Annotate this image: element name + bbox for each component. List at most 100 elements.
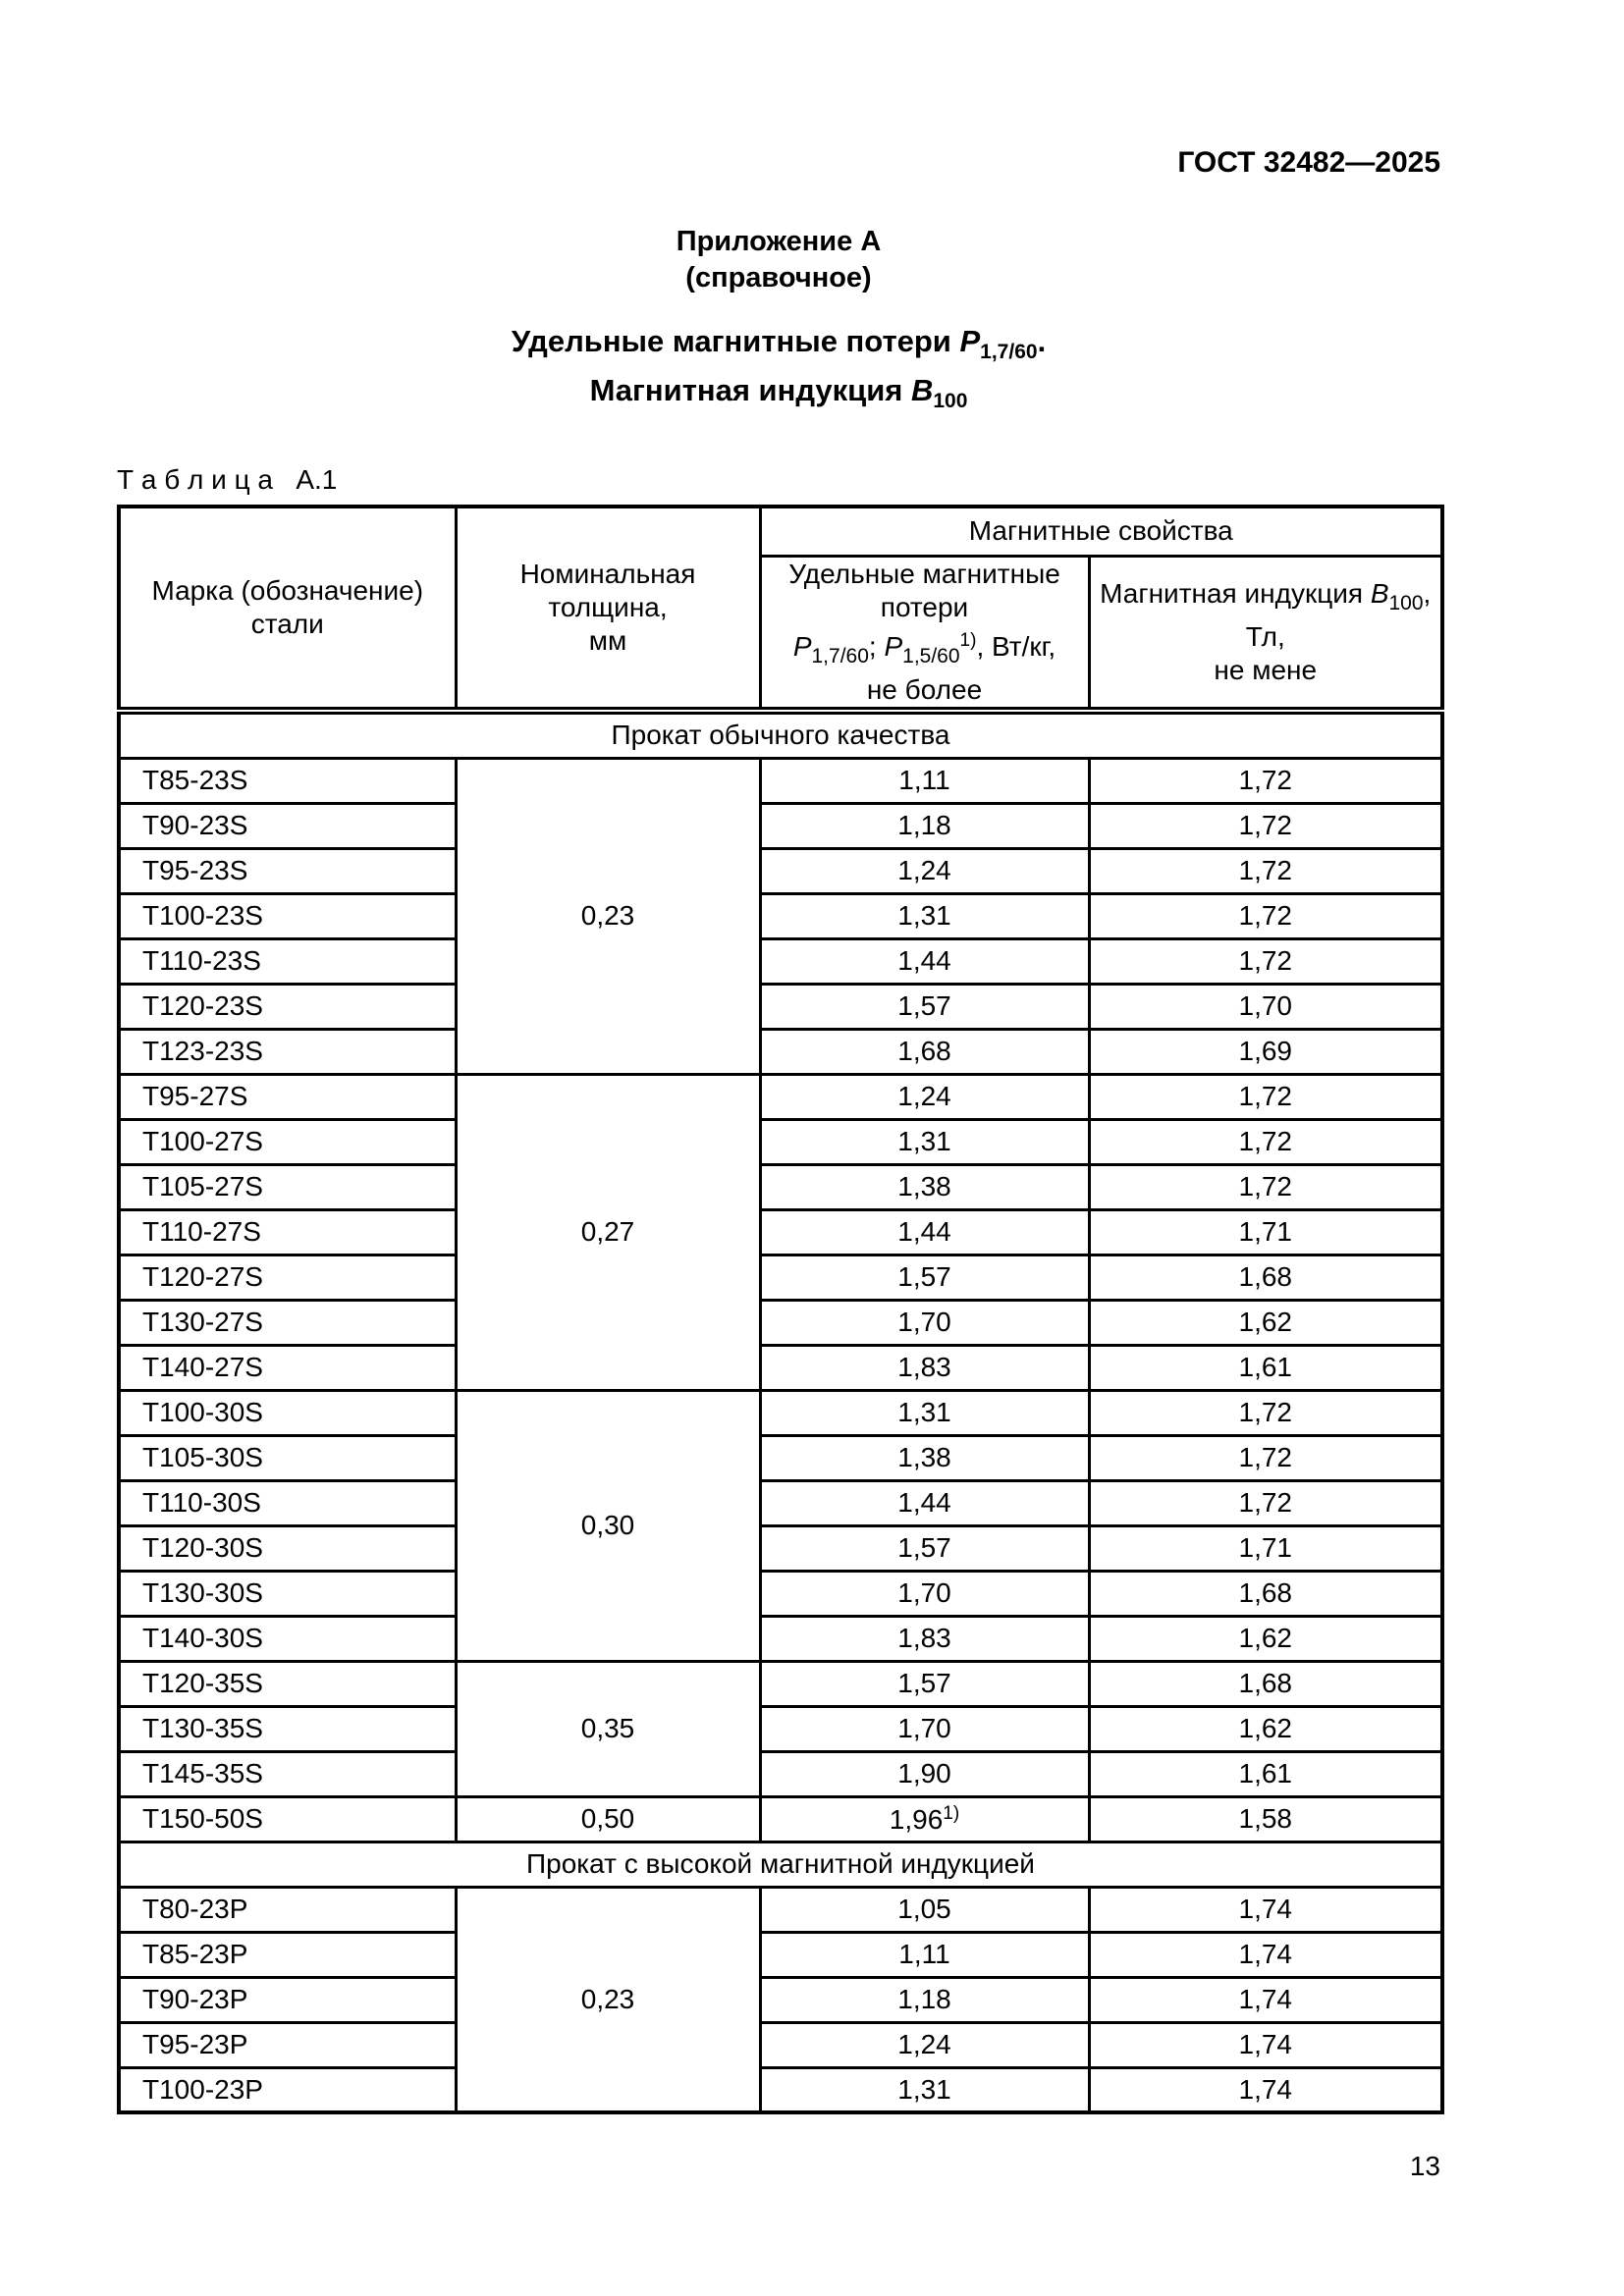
losses-p1-subscript: 1,7/60	[811, 644, 869, 667]
b100-cell: 1,74	[1087, 1930, 1444, 1979]
table-row: Т110-30S 1,44 1,72	[117, 1478, 1444, 1527]
loss-cell: 1,31	[758, 1388, 1091, 1437]
loss-cell: 1,31	[758, 1117, 1091, 1166]
b100-cell: 1,74	[1087, 2065, 1444, 2114]
loss-cell: 1,90	[758, 1749, 1091, 1798]
table-row: Т110-27S 1,44 1,71	[117, 1207, 1444, 1256]
b100-cell: 1,72	[1087, 1072, 1444, 1121]
b100-cell: 1,74	[1087, 2020, 1444, 2069]
losses-p1-symbol: P	[792, 630, 812, 662]
col-header-induction: Магнитная индукция B100, Тл, не мене	[1087, 554, 1444, 715]
loss-cell: 1,24	[758, 846, 1091, 895]
b100-cell: 1,70	[1087, 982, 1444, 1031]
table-row: Т120-35S 0,35 1,57 1,68	[117, 1659, 1444, 1798]
table-row: Т145-35S 1,90 1,61	[117, 1749, 1444, 1798]
loss-cell: 1,83	[758, 1614, 1091, 1663]
b100-cell: 1,62	[1087, 1614, 1444, 1663]
b100-cell: 1,71	[1087, 1523, 1444, 1573]
thickness-cell: 0,30	[454, 1388, 762, 1663]
col-header-grade: Марка (обозначение) стали	[117, 505, 458, 715]
b100-cell: 1,68	[1087, 1569, 1444, 1618]
grade-cell: Т100-23S	[117, 891, 458, 940]
table-row: Т80-23Р 0,23 1,05 1,74	[117, 1885, 1444, 2114]
b100-cell: 1,69	[1087, 1027, 1444, 1076]
loss-cell: 1,70	[758, 1298, 1091, 1347]
col-header-thickness: Номинальная толщина, мм	[454, 505, 762, 715]
section-header-row: Прокат с высокой магнитной индукцией	[117, 1840, 1444, 1889]
loss-cell: 1,44	[758, 1207, 1091, 1256]
grade-cell: Т130-35S	[117, 1704, 458, 1753]
b100-cell: 1,72	[1087, 846, 1444, 895]
thickness-cell: 0,27	[454, 1072, 762, 1392]
loss-cell: 1,57	[758, 982, 1091, 1031]
title-line-1: Удельные магнитные потери P1,7/60.	[117, 322, 1440, 371]
table-row: Т95-23S 1,24 1,72	[117, 846, 1444, 895]
loss-cell: 1,57	[758, 1523, 1091, 1573]
table-row: Т110-23S 1,44 1,72	[117, 936, 1444, 986]
b100-cell: 1,68	[1087, 1659, 1444, 1708]
losses-p2-symbol: P	[884, 630, 903, 662]
loss-cell: 1,11	[758, 1930, 1091, 1979]
table-caption: Т а б л и ц а А.1	[117, 464, 338, 495]
b100-cell: 1,58	[1087, 1794, 1444, 1843]
table-row: Т85-23S 0,23 1,11 1,72	[117, 756, 1444, 1076]
grade-cell: Т100-23Р	[117, 2065, 458, 2114]
title-line1-period: .	[1037, 324, 1047, 358]
loss-cell: 1,70	[758, 1569, 1091, 1618]
thickness-header-line1: Номинальная толщина,	[519, 558, 696, 622]
col-header-losses: Удельные магнитные потери P1,7/60; P1,5/…	[758, 554, 1091, 715]
table-row: Т90-23S 1,18 1,72	[117, 801, 1444, 850]
table-row: Т95-23Р 1,24 1,74	[117, 2020, 1444, 2069]
section-title: Прокат обычного качества	[117, 709, 1444, 760]
loss-cell: 1,70	[758, 1704, 1091, 1753]
loss-cell: 1,05	[758, 1885, 1091, 1934]
b100-cell: 1,72	[1087, 1433, 1444, 1482]
header-row-sub: Удельные магнитные потери P1,7/60; P1,5/…	[119, 554, 1444, 715]
table-row: Т100-30S 0,30 1,31 1,72	[117, 1388, 1444, 1663]
col-header-magnetic-properties: Магнитные свойства	[758, 505, 1444, 558]
grade-cell: Т110-27S	[117, 1207, 458, 1256]
table-body: Прокат обычного качества Т85-23S 0,23 1,11 1…	[117, 709, 1444, 2114]
losses-header-line2: P1,7/60; P1,5/601), Вт/кг,	[763, 624, 1086, 673]
table-row: Т100-23Р 1,31 1,74	[117, 2065, 1444, 2114]
b100-cell: 1,62	[1087, 1704, 1444, 1753]
losses-units: , Вт/кг,	[976, 630, 1056, 662]
b100-cell: 1,61	[1087, 1749, 1444, 1798]
table-row: Т100-27S 1,31 1,72	[117, 1117, 1444, 1166]
table-row: Т130-27S 1,70 1,62	[117, 1298, 1444, 1347]
thickness-cell: 0,50	[454, 1794, 762, 1843]
grade-cell: Т130-27S	[117, 1298, 458, 1347]
loss-cell: 1,44	[758, 1478, 1091, 1527]
grade-cell: Т110-30S	[117, 1478, 458, 1527]
b100-cell: 1,72	[1087, 891, 1444, 940]
loss-cell: 1,57	[758, 1253, 1091, 1302]
b100-cell: 1,72	[1087, 1388, 1444, 1437]
losses-footnote-marker: 1)	[959, 629, 977, 651]
table-row: Т130-30S 1,70 1,68	[117, 1569, 1444, 1618]
loss-cell: 1,18	[758, 801, 1091, 850]
grade-cell: Т150-50S	[117, 1794, 458, 1843]
b100-cell: 1,68	[1087, 1253, 1444, 1302]
grade-cell: Т95-23Р	[117, 2020, 458, 2069]
losses-header-line1: Удельные магнитные потери	[788, 558, 1060, 622]
grade-cell: Т85-23Р	[117, 1930, 458, 1979]
grade-cell: Т110-23S	[117, 936, 458, 986]
b100-cell: 1,72	[1087, 756, 1444, 805]
grade-cell: Т90-23Р	[117, 1975, 458, 2024]
table-row: Т100-23S 1,31 1,72	[117, 891, 1444, 940]
table-row: Т140-30S 1,83 1,62	[117, 1614, 1444, 1663]
induction-b-symbol: B	[1370, 577, 1389, 609]
thickness-cell: 0,23	[454, 756, 762, 1076]
grade-cell: Т140-27S	[117, 1343, 458, 1392]
table-row: Т105-30S 1,38 1,72	[117, 1433, 1444, 1482]
b100-cell: 1,72	[1087, 936, 1444, 986]
document-title: Удельные магнитные потери P1,7/60. Магни…	[117, 322, 1440, 420]
grade-cell: Т100-30S	[117, 1388, 458, 1437]
table-row: Т150-50S 0,50 1,961) 1,58	[117, 1794, 1444, 1843]
b100-cell: 1,72	[1087, 801, 1444, 850]
loss-cell: 1,83	[758, 1343, 1091, 1392]
table-row: Т140-27S 1,83 1,61	[117, 1343, 1444, 1392]
grade-cell: Т123-23S	[117, 1027, 458, 1076]
induction-b-subscript: 100	[1388, 591, 1424, 614]
